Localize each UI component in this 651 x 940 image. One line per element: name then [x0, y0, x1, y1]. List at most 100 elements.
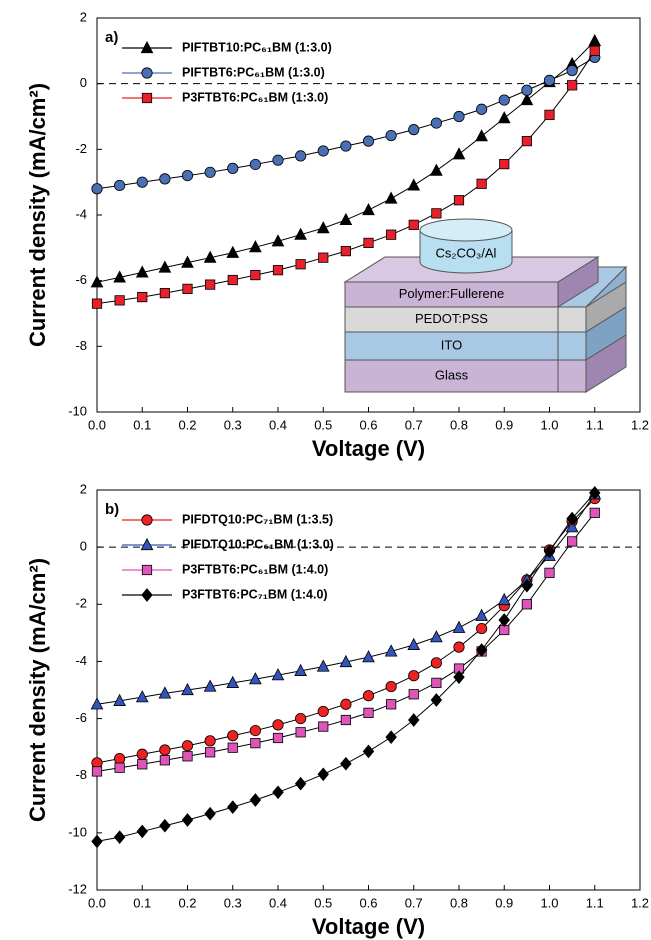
- y-tick-label: -8: [75, 767, 87, 782]
- marker: [91, 298, 103, 309]
- panel-label: b): [105, 501, 119, 518]
- marker: [227, 730, 239, 742]
- marker: [141, 67, 153, 79]
- marker: [91, 183, 103, 195]
- marker: [249, 240, 262, 253]
- marker: [181, 813, 194, 827]
- marker: [272, 732, 284, 744]
- marker: [114, 752, 126, 765]
- marker: [295, 727, 306, 738]
- marker: [475, 643, 488, 657]
- marker: [362, 135, 375, 147]
- marker: [295, 150, 307, 162]
- x-tick-label: 0.7: [405, 895, 423, 910]
- marker: [452, 147, 466, 160]
- y-tick-label: -4: [75, 206, 87, 221]
- marker: [589, 507, 600, 518]
- marker: [565, 520, 579, 533]
- marker: [340, 246, 351, 257]
- marker: [340, 140, 352, 152]
- marker: [453, 195, 465, 206]
- marker: [317, 767, 329, 782]
- marker: [205, 279, 216, 290]
- legend-label: P3FTBT6:PC₆₁BM (1:4.0): [182, 562, 328, 576]
- marker: [250, 738, 261, 749]
- marker: [453, 110, 465, 123]
- marker: [203, 250, 217, 263]
- marker: [363, 707, 374, 718]
- marker: [181, 255, 194, 268]
- marker: [114, 762, 125, 773]
- x-tick-label: 0.0: [88, 895, 106, 910]
- marker: [136, 176, 148, 188]
- marker: [159, 755, 170, 766]
- series-line: [96, 494, 596, 705]
- layer: [344, 281, 559, 308]
- x-tick-label: 0.2: [178, 417, 196, 432]
- marker: [91, 766, 103, 777]
- y-tick-label: -2: [75, 141, 87, 156]
- series-line: [96, 56, 596, 190]
- marker: [430, 657, 442, 669]
- marker: [476, 103, 488, 115]
- marker: [407, 178, 421, 191]
- marker: [159, 173, 171, 185]
- marker: [295, 259, 306, 270]
- marker: [431, 677, 442, 688]
- marker: [227, 742, 238, 753]
- marker: [250, 269, 261, 281]
- x-tick-label: 0.2: [178, 895, 196, 910]
- marker: [316, 659, 330, 672]
- marker: [135, 265, 149, 278]
- marker: [137, 759, 148, 770]
- marker: [408, 713, 420, 727]
- series-line: [96, 512, 596, 772]
- marker: [385, 680, 397, 693]
- marker: [588, 33, 602, 47]
- marker: [339, 212, 353, 226]
- marker: [159, 288, 170, 299]
- marker: [158, 686, 172, 699]
- y-tick-label: -12: [68, 881, 87, 896]
- x-tick-label: 0.6: [359, 895, 377, 910]
- marker: [521, 599, 532, 610]
- layer-label: PEDOT:PSS: [415, 311, 488, 326]
- marker: [497, 111, 511, 124]
- marker: [204, 806, 216, 821]
- marker: [136, 824, 148, 839]
- marker: [272, 719, 284, 731]
- marker: [362, 744, 375, 759]
- marker: [204, 735, 216, 747]
- legend-label: P3FTBT6:PC₆₁BM (1:3.0): [182, 90, 328, 104]
- marker: [226, 245, 240, 258]
- marker: [272, 265, 284, 276]
- marker: [408, 219, 419, 230]
- marker: [90, 697, 104, 710]
- x-tick-label: 1.1: [586, 417, 604, 432]
- marker: [521, 84, 533, 96]
- y-tick-label: -2: [75, 596, 87, 611]
- marker: [317, 145, 329, 157]
- marker: [497, 592, 511, 606]
- marker: [386, 699, 397, 710]
- legend-label: P3FTBT6:PC₇₁BM (1:4.0): [182, 587, 328, 601]
- x-tick-label: 0.4: [269, 895, 287, 910]
- x-tick-label: 1.0: [540, 895, 558, 910]
- marker: [182, 283, 193, 294]
- marker: [453, 670, 465, 684]
- y-tick-label: -6: [75, 710, 87, 725]
- marker: [181, 740, 194, 752]
- x-tick-label: 1.0: [540, 417, 558, 432]
- x-tick-label: 0.8: [450, 417, 468, 432]
- device-inset: Polymer:Fullerene PEDOT:PSS ITO Glass Cs₂CO₃…: [343, 218, 628, 394]
- x-tick-label: 0.5: [314, 895, 332, 910]
- marker: [114, 295, 125, 306]
- y-tick-label: -10: [68, 824, 87, 839]
- marker: [498, 94, 510, 106]
- marker: [340, 698, 352, 710]
- marker: [475, 608, 488, 621]
- marker: [431, 208, 442, 219]
- marker: [520, 93, 534, 106]
- marker: [567, 536, 578, 547]
- marker: [181, 682, 194, 696]
